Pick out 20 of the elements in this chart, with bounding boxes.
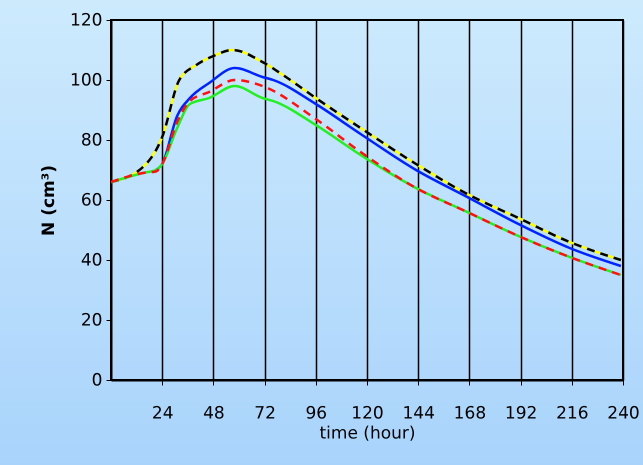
x-tick-label: 72 [254, 404, 276, 424]
y-tick-label: 100 [70, 70, 102, 90]
x-tick-label: 120 [351, 404, 384, 424]
x-tick-label: 168 [454, 404, 486, 424]
y-tick-label: 60 [80, 190, 102, 210]
x-tick-label: 48 [203, 404, 225, 424]
y-axis-title: N (cm³) [39, 165, 60, 236]
line-series [154, 66, 622, 268]
x-tick-label: 240 [607, 404, 640, 424]
x-axis-title: time (hour) [319, 424, 416, 444]
y-tick-label: 40 [80, 250, 102, 270]
y-tick-label: 0 [92, 370, 102, 390]
x-tick-label: 24 [152, 404, 174, 424]
x-tick-label: 192 [504, 404, 538, 424]
y-tick-label: 80 [80, 130, 102, 150]
y-tick-label: 20 [80, 310, 102, 330]
y-tick-label: 120 [70, 10, 102, 30]
x-tick-label: 216 [556, 404, 589, 424]
x-tick-label: 96 [305, 404, 328, 424]
x-tick-label: 144 [402, 404, 435, 424]
